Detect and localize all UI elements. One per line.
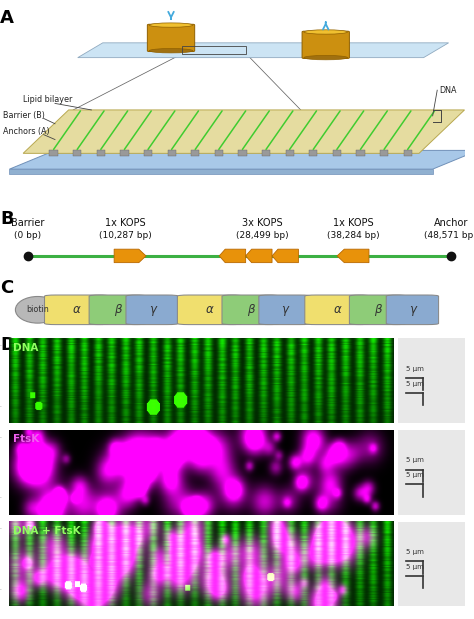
Text: biotin: biotin [27, 305, 49, 314]
FancyBboxPatch shape [333, 150, 341, 156]
FancyBboxPatch shape [403, 150, 412, 156]
Text: FtsK: FtsK [13, 434, 39, 444]
Text: α: α [73, 303, 81, 316]
FancyBboxPatch shape [89, 295, 146, 324]
FancyBboxPatch shape [259, 295, 311, 324]
FancyBboxPatch shape [177, 295, 242, 324]
FancyBboxPatch shape [73, 150, 81, 156]
Text: γ: γ [282, 303, 289, 316]
Ellipse shape [304, 30, 347, 34]
Text: B: B [0, 210, 14, 228]
Text: D: D [0, 335, 15, 353]
FancyBboxPatch shape [386, 295, 438, 324]
Text: A–: A– [0, 585, 3, 594]
Polygon shape [23, 110, 465, 154]
Text: A–: A– [0, 493, 3, 502]
Text: 5 μm: 5 μm [406, 549, 423, 555]
Text: A–: A– [0, 402, 3, 410]
Text: Anchors (A): Anchors (A) [3, 127, 49, 136]
Text: α: α [206, 303, 214, 316]
FancyBboxPatch shape [144, 150, 152, 156]
FancyBboxPatch shape [147, 24, 195, 51]
Text: 1x KOPS: 1x KOPS [333, 218, 374, 228]
FancyBboxPatch shape [120, 150, 128, 156]
Polygon shape [9, 150, 474, 169]
FancyBboxPatch shape [215, 150, 223, 156]
Text: A: A [0, 9, 14, 27]
Text: Anchor: Anchor [434, 218, 468, 228]
Text: C: C [0, 279, 14, 297]
Polygon shape [337, 249, 369, 262]
Text: (48,571 bp): (48,571 bp) [425, 231, 474, 240]
Text: (38,284 bp): (38,284 bp) [327, 231, 379, 240]
FancyBboxPatch shape [349, 295, 406, 324]
FancyBboxPatch shape [356, 150, 365, 156]
Text: 5 μm: 5 μm [406, 472, 423, 478]
Polygon shape [272, 249, 299, 262]
FancyBboxPatch shape [97, 150, 105, 156]
Text: 5 μm: 5 μm [406, 564, 423, 569]
Text: (0 bp): (0 bp) [14, 231, 41, 240]
FancyBboxPatch shape [238, 150, 246, 156]
FancyBboxPatch shape [167, 150, 176, 156]
FancyBboxPatch shape [398, 339, 465, 423]
Polygon shape [219, 249, 246, 262]
FancyBboxPatch shape [49, 150, 58, 156]
Text: Barrier: Barrier [11, 218, 45, 228]
FancyBboxPatch shape [380, 150, 388, 156]
Text: β: β [246, 303, 254, 316]
Text: (28,499 bp): (28,499 bp) [236, 231, 288, 240]
Text: β: β [114, 303, 121, 316]
Ellipse shape [149, 23, 193, 27]
Text: B–: B– [0, 524, 3, 534]
FancyBboxPatch shape [305, 295, 369, 324]
FancyBboxPatch shape [222, 295, 279, 324]
FancyBboxPatch shape [398, 522, 465, 606]
Text: Barrier (B): Barrier (B) [3, 111, 45, 120]
FancyBboxPatch shape [309, 150, 318, 156]
FancyBboxPatch shape [126, 295, 178, 324]
Ellipse shape [15, 297, 60, 323]
Text: B–: B– [0, 433, 3, 442]
Text: 5 μm: 5 μm [406, 381, 423, 386]
Text: 5 μm: 5 μm [406, 457, 423, 464]
FancyBboxPatch shape [285, 150, 294, 156]
Ellipse shape [304, 56, 347, 60]
Text: B–: B– [0, 341, 3, 350]
Ellipse shape [149, 48, 193, 53]
FancyBboxPatch shape [398, 430, 465, 514]
Polygon shape [9, 169, 433, 174]
Text: γ: γ [149, 303, 155, 316]
FancyBboxPatch shape [191, 150, 199, 156]
Text: 5 μm: 5 μm [406, 366, 423, 372]
Polygon shape [114, 249, 146, 262]
Text: γ: γ [409, 303, 416, 316]
FancyBboxPatch shape [302, 31, 349, 58]
Text: DNA: DNA [13, 342, 38, 353]
Text: α: α [333, 303, 341, 316]
Text: 1x KOPS: 1x KOPS [105, 218, 146, 228]
Polygon shape [78, 43, 448, 58]
Text: DNA: DNA [439, 85, 457, 95]
FancyBboxPatch shape [262, 150, 270, 156]
Text: (10,287 bp): (10,287 bp) [99, 231, 152, 240]
Text: DNA + FtsK: DNA + FtsK [13, 526, 81, 535]
FancyBboxPatch shape [45, 295, 109, 324]
Polygon shape [246, 249, 272, 262]
Text: 3x KOPS: 3x KOPS [242, 218, 283, 228]
Text: Lipid bilayer: Lipid bilayer [23, 95, 73, 104]
Text: β: β [374, 303, 382, 316]
